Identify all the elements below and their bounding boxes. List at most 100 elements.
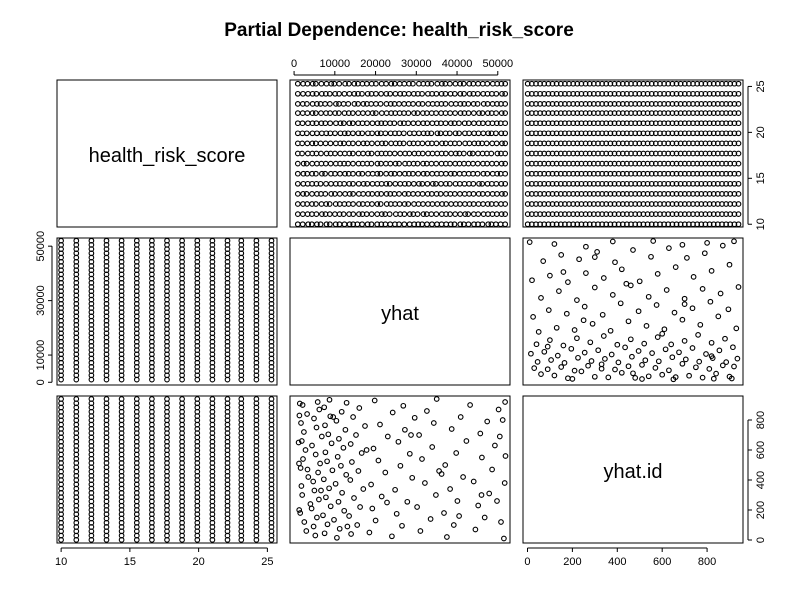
point-yhat-vs-score [356, 211, 362, 217]
point-yhat-vs-score [493, 201, 499, 207]
point-yhat-vs-score [469, 150, 476, 157]
point-yhat-vs-score [322, 170, 328, 177]
point-id-vs-score [735, 150, 742, 157]
point-yhat-id [414, 504, 420, 510]
point-yhat-vs-score [392, 140, 399, 147]
point-id-yhat [704, 240, 710, 246]
point-yhat-vs-score [448, 201, 454, 207]
point-yhat-vs-score [415, 101, 422, 107]
point-yhat-vs-score [318, 130, 325, 137]
point-yhat-vs-score [328, 80, 335, 87]
point-id-yhat [561, 360, 568, 366]
point-yhat-vs-score [305, 221, 312, 228]
point-yhat-vs-score [457, 90, 464, 97]
point-score-vs-id [209, 396, 216, 402]
point-yhat-id [336, 525, 343, 532]
point-yhat-id [334, 534, 340, 541]
point-id-yhat [672, 264, 679, 270]
point-yhat-vs-score [299, 221, 306, 228]
point-yhat-vs-score [336, 110, 342, 116]
right-axis-tick-label: 400 [755, 471, 767, 489]
point-yhat-id [356, 405, 363, 411]
point-yhat-vs-score [457, 221, 464, 228]
point-yhat-id [448, 426, 455, 432]
point-score-vs-yhat [164, 237, 170, 244]
point-yhat-vs-score [405, 110, 412, 116]
point-yhat-vs-score [493, 180, 500, 187]
point-yhat-vs-score [483, 140, 490, 147]
point-id-yhat [686, 372, 692, 379]
point-yhat-vs-score [323, 130, 330, 137]
point-yhat-vs-score [493, 120, 500, 127]
point-id-yhat [708, 268, 715, 274]
top-axis-tick-label: 0 [291, 58, 297, 70]
point-score-vs-yhat [268, 237, 275, 244]
point-yhat-id [366, 529, 373, 536]
point-id-yhat [655, 358, 662, 365]
point-yhat-id [427, 516, 434, 522]
point-yhat-vs-score [304, 150, 311, 157]
point-id-yhat [629, 353, 635, 360]
point-yhat-id [477, 430, 484, 437]
point-yhat-vs-score [442, 101, 449, 107]
point-yhat-vs-score [346, 180, 353, 187]
point-yhat-vs-score [411, 221, 418, 228]
point-yhat-vs-score [424, 80, 431, 87]
point-yhat-vs-score [400, 140, 407, 147]
point-yhat-id [460, 474, 466, 480]
point-id-yhat [699, 374, 706, 381]
point-id-yhat [565, 279, 571, 285]
point-yhat-vs-score [443, 170, 449, 177]
point-yhat-vs-score [401, 211, 408, 217]
point-id-yhat [556, 288, 562, 294]
point-id-yhat [617, 300, 624, 307]
point-yhat-id [486, 490, 493, 497]
point-id-yhat [612, 366, 618, 373]
point-yhat-vs-score [499, 191, 505, 197]
point-id-yhat [648, 253, 654, 260]
point-yhat-vs-score [378, 211, 385, 217]
point-yhat-vs-score [355, 170, 362, 177]
point-yhat-vs-score [396, 101, 402, 107]
point-yhat-vs-score [377, 101, 384, 107]
point-id-yhat [538, 295, 544, 301]
point-id-yhat [551, 372, 558, 379]
point-yhat-id [322, 422, 328, 429]
point-yhat-vs-score [429, 170, 436, 177]
point-yhat-vs-score [326, 201, 333, 207]
panel-2-2: yhat [289, 237, 511, 386]
point-yhat-vs-score [346, 120, 353, 127]
point-yhat-vs-score [322, 140, 329, 147]
point-yhat-vs-score [489, 140, 496, 147]
point-id-vs-score [735, 140, 742, 147]
point-yhat-id [329, 467, 336, 474]
point-yhat-id [314, 514, 320, 521]
point-yhat-vs-score [379, 140, 385, 147]
point-yhat-id [296, 412, 303, 419]
point-yhat-vs-score [317, 180, 324, 187]
point-id-yhat [715, 313, 722, 320]
point-yhat-vs-score [318, 120, 325, 127]
point-id-yhat [703, 351, 709, 357]
point-yhat-vs-score [485, 130, 492, 137]
panel-1-3 [522, 79, 744, 228]
point-yhat-id [450, 522, 457, 528]
point-yhat-vs-score [447, 221, 454, 228]
point-yhat-vs-score [456, 120, 462, 127]
point-id-yhat [653, 302, 660, 308]
bottom-axis-tick-label: 600 [653, 556, 671, 568]
point-yhat-vs-score [369, 110, 376, 116]
point-yhat-vs-score [448, 101, 455, 107]
point-yhat-vs-score [457, 110, 464, 116]
point-score-vs-id [133, 396, 140, 402]
point-id-yhat [588, 358, 595, 364]
point-yhat-vs-score [498, 110, 505, 116]
point-id-yhat [734, 355, 741, 362]
point-yhat-id [475, 502, 482, 509]
point-yhat-vs-score [391, 150, 398, 157]
point-yhat-vs-score [434, 80, 441, 87]
point-yhat-vs-score [420, 201, 426, 207]
point-yhat-vs-score [378, 191, 385, 197]
point-yhat-vs-score [499, 90, 505, 97]
point-yhat-vs-score [382, 140, 389, 147]
